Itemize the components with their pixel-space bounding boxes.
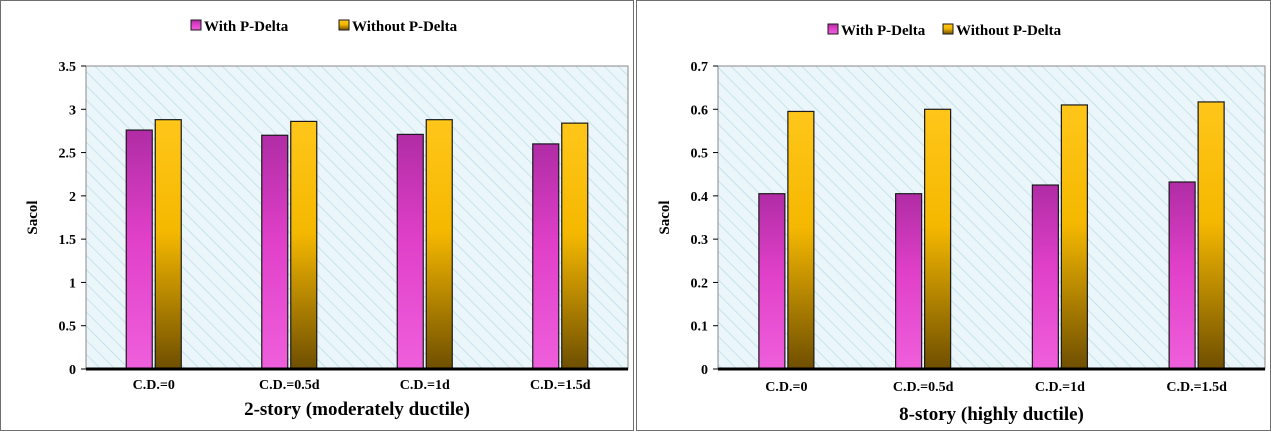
y-tick-label: 0.3 [691,233,709,248]
y-tick-label: 0.2 [691,276,709,291]
bar-without-pdelta [924,108,952,370]
x-category-label: C.D.=1d [400,378,450,393]
y-tick-label: 0 [69,363,76,378]
y-tick-label: 3.5 [59,60,77,75]
bar-chart-8-story: 0 0.1 0.2 0.3 0.4 0.5 0.6 0.7 Sacol C.D.=0 C.D.=0.… [657,23,1266,425]
y-tick-label: 0.5 [691,147,709,162]
x-category-label: C.D.=1.5d [1166,380,1227,395]
x-category-label: C.D.=1.5d [530,378,591,393]
chart-title: 2-story (moderately ductile) [244,399,470,420]
y-tick-label: 0.5 [59,320,77,335]
legend-swatch-with-pdelta [827,23,839,35]
y-tick-label: 0.6 [691,103,709,118]
y-tick-label: 1.5 [59,233,77,248]
bar-with-pdelta [1031,184,1059,370]
chart-panel-2-story: 0 0.5 1 1.5 2 2.5 3 3.5 Sacol C.D.=0 C.D.=0.5d C.D.… [0,0,634,431]
legend-label: Without P-Delta [352,19,458,35]
y-tick-label: 1 [69,276,76,291]
y-tick-label: 0 [701,363,708,378]
legend-swatch-without-pdelta [942,23,954,35]
bar-with-pdelta [895,193,923,370]
bar-with-pdelta [758,193,786,370]
y-axis-label: Sacol [25,200,41,234]
x-category-label: C.D.=0 [133,378,175,393]
x-category-label: C.D.=0.5d [259,378,320,393]
y-tick-label: 2 [69,190,76,205]
chart-title: 8-story (highly ductile) [899,404,1084,425]
bar-without-pdelta [154,119,182,370]
y-axis-label: Sacol [657,200,673,234]
bar-with-pdelta [261,134,289,370]
x-category-label: C.D.=1d [1035,380,1085,395]
y-tick-label: 0.7 [691,60,709,75]
legend-label: With P-Delta [841,23,926,39]
legend-label: With P-Delta [204,19,289,35]
legend-swatch-without-pdelta [338,19,350,31]
bar-without-pdelta [1197,101,1225,370]
y-tick-label: 3 [69,103,76,118]
legend-label: Without P-Delta [956,23,1062,39]
bar-without-pdelta [425,119,453,370]
bar-without-pdelta [561,122,589,370]
bar-with-pdelta [1168,181,1196,370]
x-category-label: C.D.=0 [765,380,807,395]
bar-without-pdelta [1060,104,1088,370]
bar-without-pdelta [290,120,318,370]
y-tick-label: 0.4 [691,190,709,205]
bar-without-pdelta [787,110,815,370]
bar-chart-2-story: 0 0.5 1 1.5 2 2.5 3 3.5 Sacol C.D.=0 C.D.=0.5d C.D.… [25,19,629,420]
bar-with-pdelta [125,129,153,370]
chart-panel-8-story: 0 0.1 0.2 0.3 0.4 0.5 0.6 0.7 Sacol C.D.=0 C.D.=0.… [636,0,1271,431]
y-tick-label: 2.5 [59,147,77,162]
bar-with-pdelta [396,133,424,370]
legend-swatch-with-pdelta [190,19,202,31]
bar-with-pdelta [532,143,560,370]
y-tick-label: 0.1 [691,320,709,335]
x-category-label: C.D.=0.5d [893,380,954,395]
